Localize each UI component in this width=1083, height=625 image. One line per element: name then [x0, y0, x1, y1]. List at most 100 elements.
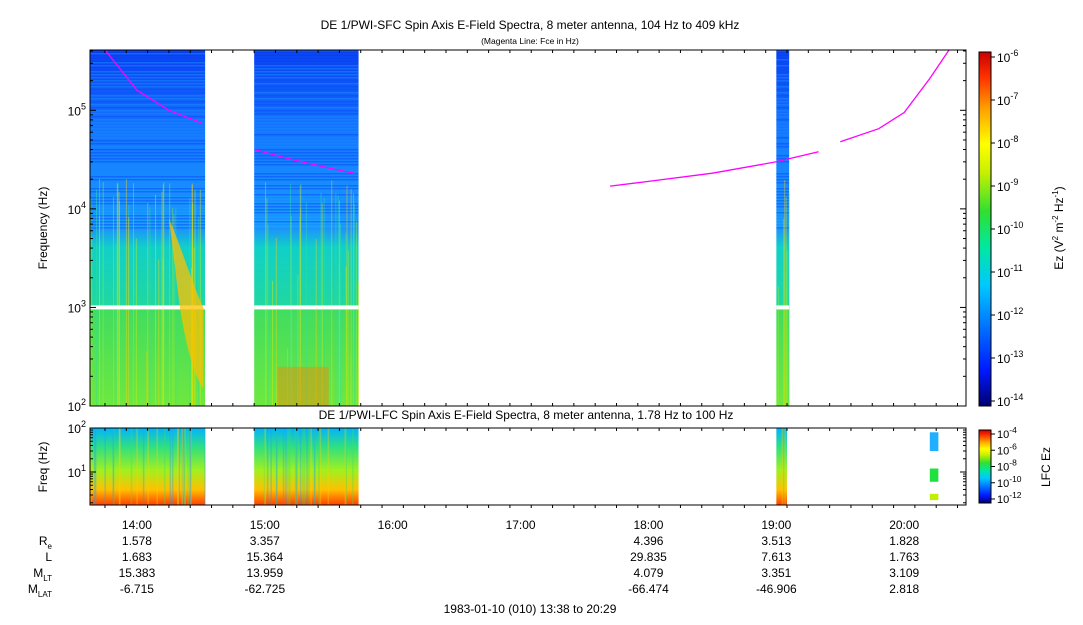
sfc-band-stripe [90, 92, 206, 94]
sfc-streak [90, 198, 92, 406]
sfc-band-stripe [90, 224, 206, 226]
sfc-intense-region [277, 366, 329, 406]
sfc-band-stripe [776, 194, 790, 196]
time-tick-label: 15:00 [250, 518, 280, 532]
lfc-streak [302, 428, 304, 505]
sfc-band-stripe [776, 107, 790, 109]
sfc-band-stripe [776, 71, 790, 73]
lfc-colorbar-tick-label: 10-10 [997, 474, 1022, 490]
lfc-streak [169, 428, 172, 505]
lfc-streak [285, 428, 287, 505]
sfc-intense-emission [168, 218, 204, 389]
sfc-band-stripe [90, 122, 206, 124]
lfc-streak [104, 428, 106, 505]
sfc-streak [290, 216, 292, 406]
sfc-streak [788, 192, 790, 406]
sfc-gap-line-2 [776, 305, 790, 310]
sfc-band-stripe [90, 146, 206, 148]
lfc-streak [183, 428, 186, 505]
sfc-streak [337, 195, 339, 406]
ephemeris-value: 1.828 [889, 534, 919, 548]
ephemeris-row-label-Re: Re [39, 534, 53, 551]
lfc-streak [784, 428, 786, 505]
sfc-band-stripe [254, 155, 359, 157]
sfc-band-stripe [776, 116, 790, 118]
sfc-band-stripe [254, 119, 359, 121]
sfc-streak [135, 238, 137, 406]
sfc-band-stripe [254, 191, 359, 193]
lfc-streak [178, 428, 180, 505]
sfc-band-stripe [90, 68, 206, 70]
sfc-band-stripe [90, 86, 206, 88]
sfc-streak [155, 194, 157, 406]
sfc-band-stripe [776, 122, 790, 124]
sfc-band-stripe [254, 137, 359, 139]
sfc-band-stripe [90, 164, 206, 166]
sfc-band-stripe [90, 161, 206, 163]
sfc-band-stripe [776, 89, 790, 91]
sfc-streak [199, 189, 201, 406]
sfc-band-stripe [776, 227, 790, 229]
sfc-band-stripe [254, 209, 359, 211]
lfc-spectrogram-panel: 101 102 Freq (Hz) 14:00 15:00 16:00 17:00 18:… [36, 419, 967, 532]
sfc-band-stripe [90, 149, 206, 151]
sfc-band-stripe [90, 167, 206, 169]
lfc-block-0 [90, 428, 206, 505]
sfc-band-stripe [776, 173, 790, 175]
sfc-streak [158, 259, 160, 406]
sfc-band-stripe [776, 206, 790, 208]
ephemeris-value: -62.725 [244, 582, 285, 596]
ephemeris-value: 4.079 [633, 566, 663, 580]
ephemeris-value: 15.364 [246, 550, 283, 564]
lfc-streak [183, 428, 186, 505]
sfc-band-stripe [776, 176, 790, 178]
sfc-band-stripe [90, 173, 206, 175]
lfc-streak [94, 428, 97, 505]
sfc-block-low-1 [254, 307, 359, 406]
sfc-band-stripe [254, 95, 359, 97]
sfc-streak [335, 193, 337, 406]
sfc-band-stripe [90, 155, 206, 157]
lfc-y-axis: 101 102 [68, 419, 966, 504]
lfc-colorbar-label: LFC Ez [1039, 447, 1053, 487]
sfc-streak [323, 197, 325, 406]
sfc-band-stripe [776, 224, 790, 226]
sfc-band-stripe [776, 110, 790, 112]
sfc-band-stripe [90, 221, 206, 223]
sfc-band-stripe [254, 146, 359, 148]
sfc-streak [299, 217, 301, 406]
sfc-colorbar-tick-label: 10-9 [997, 177, 1018, 194]
sfc-band-stripe [254, 215, 359, 217]
sfc-band-stripe [254, 68, 359, 70]
lfc-streak [181, 428, 184, 505]
lfc-streak [190, 428, 192, 505]
lfc-streak [275, 428, 278, 505]
sfc-band-stripe [254, 53, 359, 55]
sfc-band-stripe [254, 170, 359, 172]
lfc-streak [319, 428, 322, 505]
sfc-band-stripe [90, 185, 206, 187]
sfc-band-stripe [90, 200, 206, 202]
lfc-streak [90, 428, 92, 505]
lfc-streak [118, 428, 121, 505]
sfc-band-stripe [254, 50, 359, 52]
lfc-streak [130, 428, 133, 505]
sfc-band-stripe [90, 218, 206, 220]
sfc-streak [128, 217, 130, 406]
sfc-streak [785, 196, 787, 406]
sfc-streak [786, 251, 788, 406]
sfc-band-stripe [776, 77, 790, 79]
sfc-band-stripe [254, 59, 359, 61]
sfc-band-stripe [776, 113, 790, 115]
sfc-band-stripe [254, 227, 359, 229]
lfc-streak [299, 428, 302, 505]
lfc-streak [313, 428, 316, 505]
sfc-band-stripe [254, 140, 359, 142]
ephemeris-value: 13.959 [246, 566, 283, 580]
sfc-band-stripe [254, 224, 359, 226]
sfc-band-stripe [90, 197, 206, 199]
sfc-band-stripe [776, 101, 790, 103]
sfc-streak [345, 232, 347, 406]
sfc-streak [305, 202, 307, 406]
